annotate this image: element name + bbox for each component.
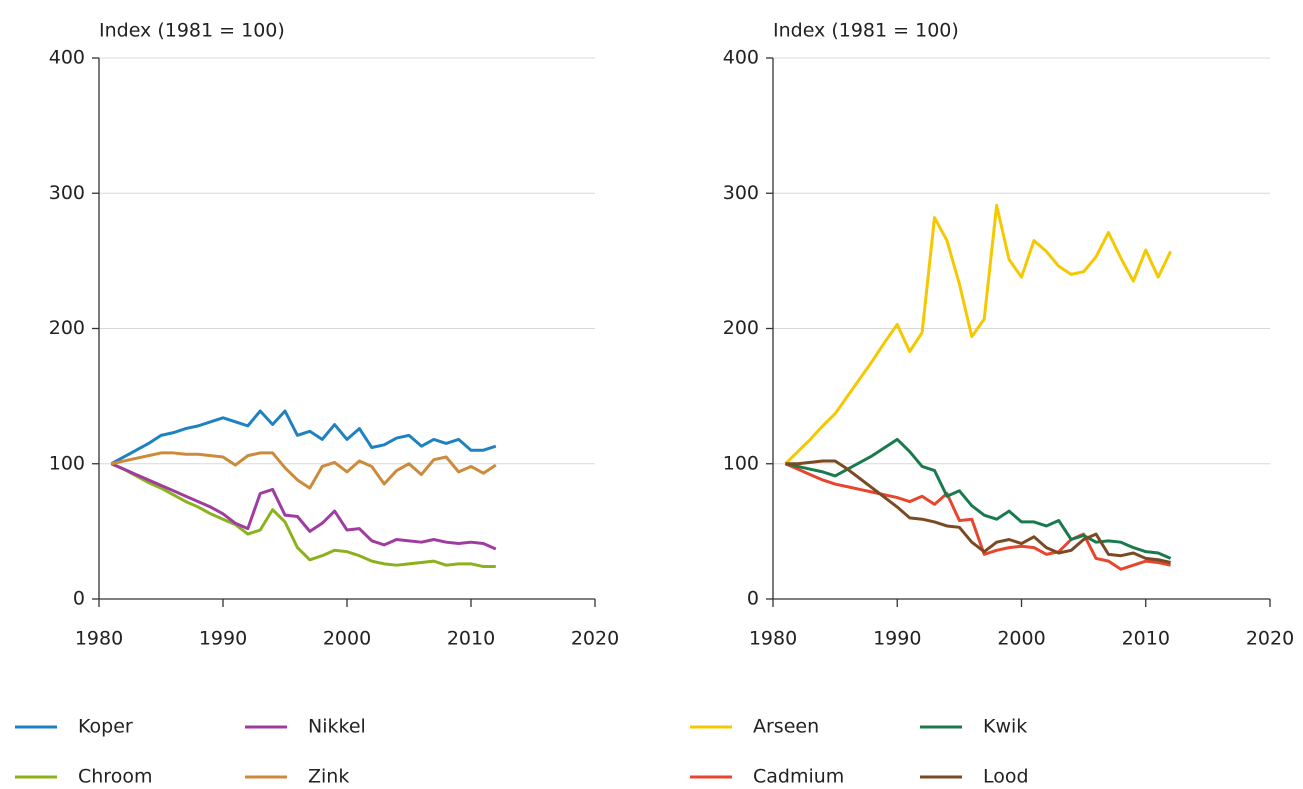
legend-label: Zink (308, 766, 349, 788)
x-tick-label: 2010 (447, 628, 495, 650)
series-line (784, 203, 1172, 465)
y-tick-label: 100 (49, 452, 85, 474)
series-line (110, 462, 496, 569)
legend-label: Koper (78, 716, 133, 738)
legend-label: Nikkel (308, 716, 366, 738)
x-tick-label: 1980 (75, 628, 123, 650)
x-tick-label: 2020 (571, 628, 619, 650)
series-line (110, 409, 497, 466)
y-tick-label: 400 (723, 47, 759, 69)
series-line (784, 462, 1171, 571)
y-tick-label: 100 (723, 452, 759, 474)
legend-label: Chroom (78, 766, 152, 788)
y-tick-label: 0 (73, 588, 85, 610)
y-axis-title: Index (1981 = 100) (99, 20, 285, 42)
series-line (785, 437, 1172, 560)
legend-label: Kwik (983, 716, 1027, 738)
x-tick-label: 1990 (873, 628, 921, 650)
x-tick-label: 2020 (1246, 628, 1294, 650)
legend-label: Arseen (753, 716, 819, 738)
series-line (785, 459, 1171, 564)
x-tick-label: 2000 (997, 628, 1045, 650)
y-tick-label: 300 (723, 182, 759, 204)
legend-label: Lood (983, 766, 1029, 788)
series-line (110, 462, 497, 551)
y-tick-label: 200 (723, 317, 759, 339)
x-tick-label: 1980 (749, 628, 797, 650)
y-tick-label: 300 (49, 182, 85, 204)
x-tick-label: 2010 (1122, 628, 1170, 650)
y-tick-label: 400 (49, 47, 85, 69)
series-line (111, 451, 497, 490)
y-tick-label: 0 (747, 588, 759, 610)
y-tick-label: 200 (49, 317, 85, 339)
legend-label: Cadmium (753, 766, 844, 788)
y-axis-title: Index (1981 = 100) (773, 20, 959, 42)
x-tick-label: 1990 (199, 628, 247, 650)
x-tick-label: 2000 (323, 628, 371, 650)
